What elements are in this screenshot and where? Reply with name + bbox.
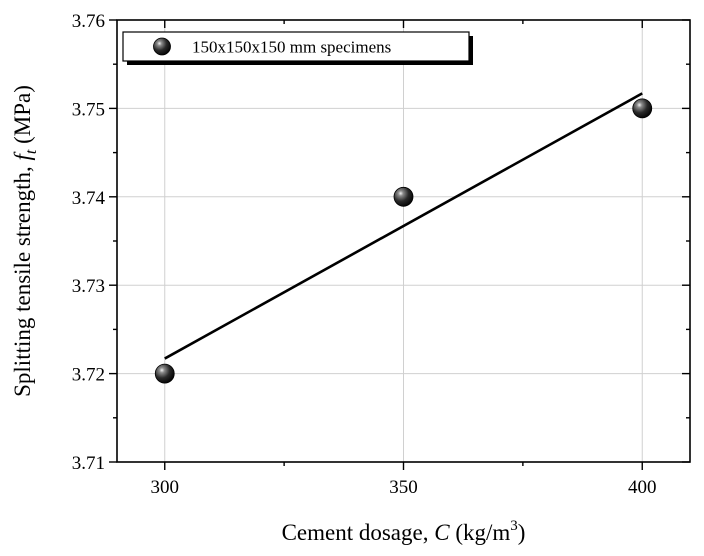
y-tick-label-1: 3.72 [72, 365, 105, 386]
x-axis-title-unit: (kg/m [450, 520, 511, 545]
data-point-0 [154, 363, 175, 384]
legend-marker [153, 37, 171, 56]
x-axis-title-main: Cement dosage, [282, 520, 435, 545]
data-point-1 [393, 186, 414, 207]
legend: 150x150x150 mm specimens [122, 31, 473, 65]
y-tick-label-0: 3.71 [72, 453, 105, 474]
y-axis-title: Splitting tensile strength, ft (MPa) [10, 85, 40, 397]
x-axis-title: Cement dosage, C (kg/m3) [282, 518, 526, 545]
y-axis-title-var: f [10, 150, 35, 160]
data-points [154, 98, 653, 384]
y-axis-title-main: Splitting tensile strength, [10, 160, 35, 396]
fit-line-group [164, 92, 643, 360]
grid-lines [117, 19, 690, 463]
x-axis-title-var: C [434, 520, 450, 545]
x-tick-label-2: 400 [628, 477, 657, 498]
y-axis-title-sub: t [23, 149, 40, 154]
data-point-2 [632, 98, 653, 119]
legend-box [122, 31, 470, 62]
x-tick-label-1: 350 [389, 477, 418, 498]
axis-ticks [109, 19, 690, 470]
y-axis-title-unit: (MPa) [10, 85, 35, 150]
legend-label: 150x150x150 mm specimens [192, 38, 391, 57]
y-tick-label-3: 3.74 [72, 188, 106, 209]
y-tick-label-4: 3.75 [72, 99, 105, 120]
y-tick-label-5: 3.76 [72, 11, 105, 32]
x-axis-title-sup: 3 [510, 518, 518, 534]
x-tick-labels: 300 350 400 [151, 477, 657, 498]
fit-line [164, 92, 643, 360]
x-axis-title-close: ) [518, 520, 526, 545]
y-tick-labels: 3.71 3.72 3.73 3.74 3.75 3.76 [72, 11, 106, 474]
x-tick-label-0: 300 [151, 477, 180, 498]
y-tick-label-2: 3.73 [72, 276, 105, 297]
